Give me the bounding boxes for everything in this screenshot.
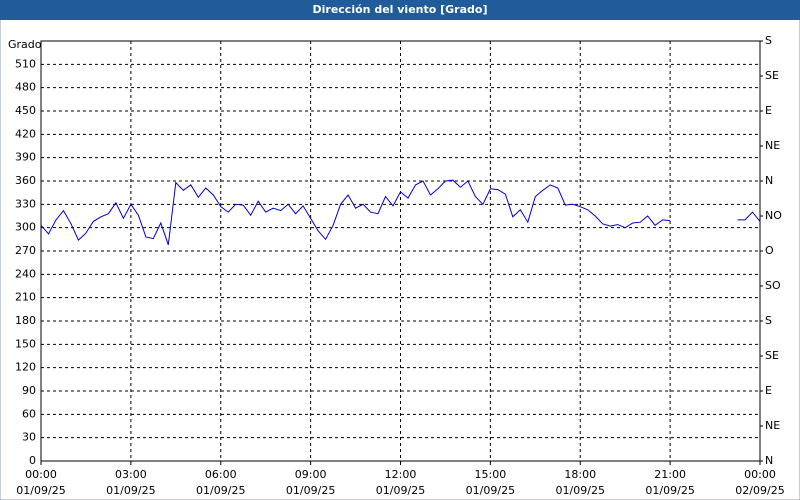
- y2-tick-label: SE: [765, 349, 779, 362]
- x-tick-date: 01/09/25: [16, 484, 65, 497]
- y-tick-label: 270: [15, 244, 36, 257]
- y-tick-label: 510: [15, 57, 36, 70]
- y-tick-label: 480: [15, 81, 36, 94]
- x-tick-date: 01/09/25: [286, 484, 335, 497]
- y2-tick-label: E: [765, 104, 772, 117]
- x-tick-date: 01/09/25: [466, 484, 515, 497]
- y-tick-label: 0: [29, 454, 36, 467]
- y2-tick-label: NE: [765, 139, 780, 152]
- y-tick-label: 360: [15, 174, 36, 187]
- y-axis-label: Grado: [8, 38, 42, 51]
- y2-tick-label: SE: [765, 69, 779, 82]
- y2-tick-label: NE: [765, 419, 780, 432]
- y-tick-label: 450: [15, 104, 36, 117]
- title-bar: [0, 0, 800, 20]
- y-tick-label: 330: [15, 197, 36, 210]
- y-tick-label: 300: [15, 221, 36, 234]
- x-tick-label: 15:00: [475, 468, 507, 481]
- plot-frame: [40, 40, 761, 462]
- x-tick-date: 02/09/25: [735, 484, 784, 497]
- x-tick-date: 01/09/25: [645, 484, 694, 497]
- y-tick-label: 60: [22, 407, 36, 420]
- y-tick-label: 150: [15, 337, 36, 350]
- x-tick-label: 09:00: [295, 468, 327, 481]
- x-tick-label: 18:00: [564, 468, 596, 481]
- y-tick-label: 90: [22, 384, 36, 397]
- y2-tick-label: E: [765, 384, 772, 397]
- x-tick-date: 01/09/25: [556, 484, 605, 497]
- x-tick-date: 01/09/25: [376, 484, 425, 497]
- x-tick-label: 00:00: [744, 468, 776, 481]
- x-tick-label: 00:00: [25, 468, 57, 481]
- y-tick-label: 210: [15, 291, 36, 304]
- y-tick-label: 120: [15, 361, 36, 374]
- y-tick-label: 240: [15, 267, 36, 280]
- y2-tick-label: N: [765, 454, 773, 467]
- y2-tick-label: O: [765, 244, 774, 257]
- y2-tick-label: SO: [765, 279, 781, 292]
- x-tick-label: 12:00: [385, 468, 417, 481]
- y2-tick-label: S: [765, 314, 772, 327]
- x-tick-label: 03:00: [115, 468, 147, 481]
- x-tick-date: 01/09/25: [196, 484, 245, 497]
- y-tick-label: 30: [22, 431, 36, 444]
- data-line: [40, 179, 761, 245]
- y2-tick-label: S: [765, 34, 772, 47]
- y-tick-label: 180: [15, 314, 36, 327]
- x-tick-label: 21:00: [654, 468, 686, 481]
- y-tick-label: 390: [15, 151, 36, 164]
- chart-title: Dirección del viento [Grado]: [313, 3, 488, 16]
- y2-tick-label: N: [765, 174, 773, 187]
- x-tick-label: 06:00: [205, 468, 237, 481]
- x-tick-date: 01/09/25: [106, 484, 155, 497]
- y-tick-label: 420: [15, 127, 36, 140]
- y2-tick-label: NO: [765, 209, 782, 222]
